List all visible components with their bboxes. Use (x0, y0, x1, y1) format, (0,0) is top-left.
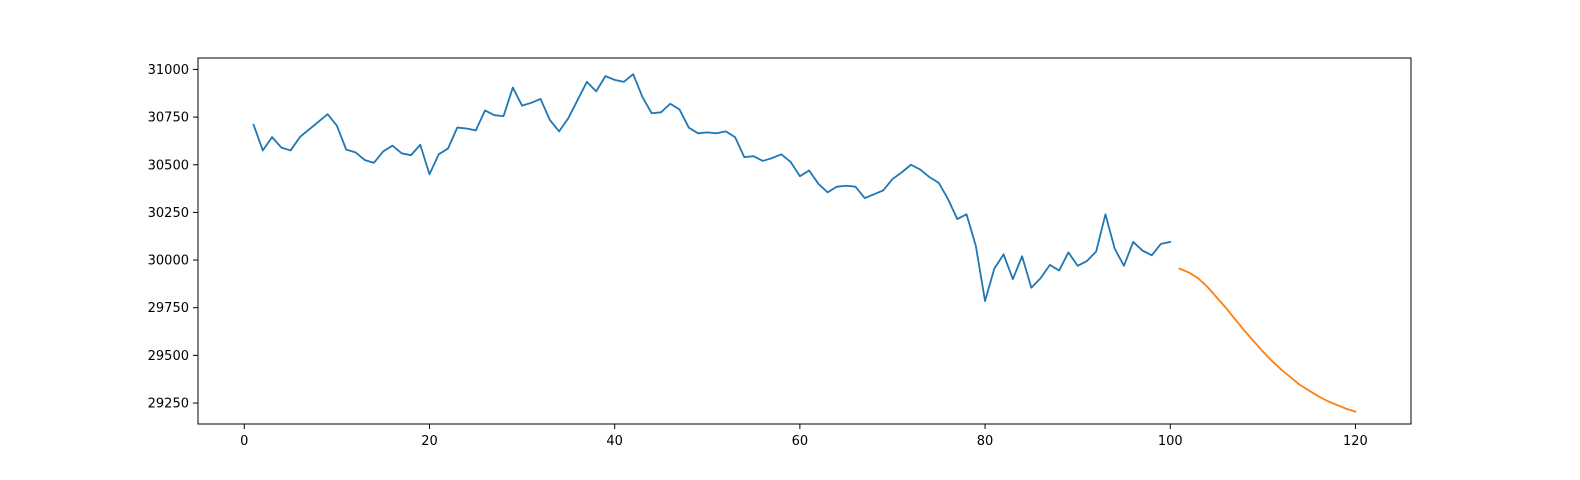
y-tick-label: 30750 (148, 111, 189, 126)
y-tick-label: 29500 (148, 349, 189, 364)
x-tick-label: 120 (1343, 434, 1368, 449)
y-tick-label: 29750 (148, 301, 189, 316)
x-tick-label: 0 (240, 434, 248, 449)
series-line-1 (252, 73, 1172, 302)
x-tick-label: 40 (606, 434, 623, 449)
y-tick-label: 29250 (148, 397, 189, 412)
y-tick-label: 31000 (148, 63, 189, 78)
x-tick-label: 60 (792, 434, 809, 449)
y-axis: 29250 29500 29750 30000 30250 30500 30750 31000 (148, 63, 198, 412)
y-tick-label: 30500 (148, 158, 189, 173)
x-tick-label: 100 (1158, 434, 1183, 449)
x-tick-label: 80 (977, 434, 994, 449)
plot-frame (197, 57, 1412, 425)
x-axis: 0 20 40 60 80 100 120 (240, 424, 1368, 449)
x-tick-label: 20 (421, 434, 438, 449)
y-tick-label: 30000 (148, 254, 189, 269)
series-layer (252, 73, 1357, 413)
series-line-2 (1178, 267, 1357, 413)
y-tick-label: 30250 (148, 206, 189, 221)
